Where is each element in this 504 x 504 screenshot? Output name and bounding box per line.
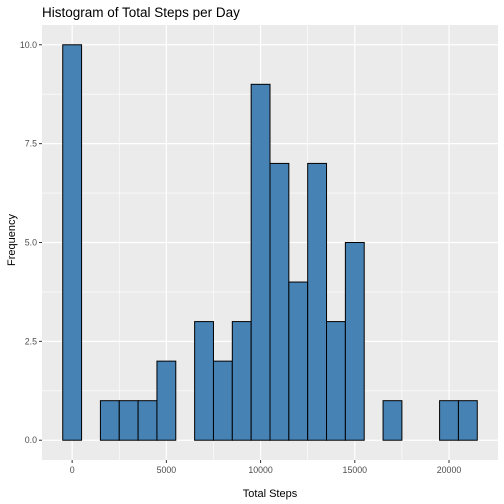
histogram-bar: [344, 242, 365, 441]
chart-title: Histogram of Total Steps per Day: [42, 5, 240, 20]
x-tick-label: 15000: [343, 465, 368, 475]
y-axis-title: Frequency: [6, 214, 18, 266]
y-axis-ticks: 0.0 2.5 5.0 7.5 10.0: [20, 40, 42, 445]
histogram-bar: [194, 321, 214, 441]
histogram-bar: [62, 44, 83, 441]
x-tick-label: 5000: [157, 465, 177, 475]
histogram-bar: [137, 400, 158, 441]
histogram-bar: [457, 400, 478, 441]
x-tick-label: 20000: [437, 465, 462, 475]
histogram-bars: [62, 44, 478, 441]
x-tick-label: 10000: [248, 465, 273, 475]
histogram-bar: [307, 162, 328, 441]
x-axis-ticks: 0 5000 10000 15000 20000: [70, 460, 462, 475]
histogram-bar: [212, 360, 233, 441]
histogram-bar: [326, 321, 346, 441]
histogram-bar: [288, 281, 309, 441]
x-tick-label: 0: [70, 465, 75, 475]
histogram-bar: [250, 83, 271, 441]
y-tick-label: 5.0: [25, 238, 37, 248]
histogram-bar: [99, 400, 120, 441]
histogram-bar: [156, 360, 177, 441]
y-tick-label: 7.5: [25, 139, 37, 149]
histogram-bar: [382, 400, 403, 441]
histogram-bar: [231, 321, 252, 441]
histogram-bar: [269, 162, 290, 441]
y-tick-label: 10.0: [20, 40, 37, 50]
y-tick-label: 0.0: [25, 435, 37, 445]
histogram-bar: [439, 400, 459, 441]
x-axis-title: Total Steps: [243, 488, 298, 500]
y-tick-label: 2.5: [25, 336, 37, 346]
histogram-bar: [118, 400, 139, 441]
